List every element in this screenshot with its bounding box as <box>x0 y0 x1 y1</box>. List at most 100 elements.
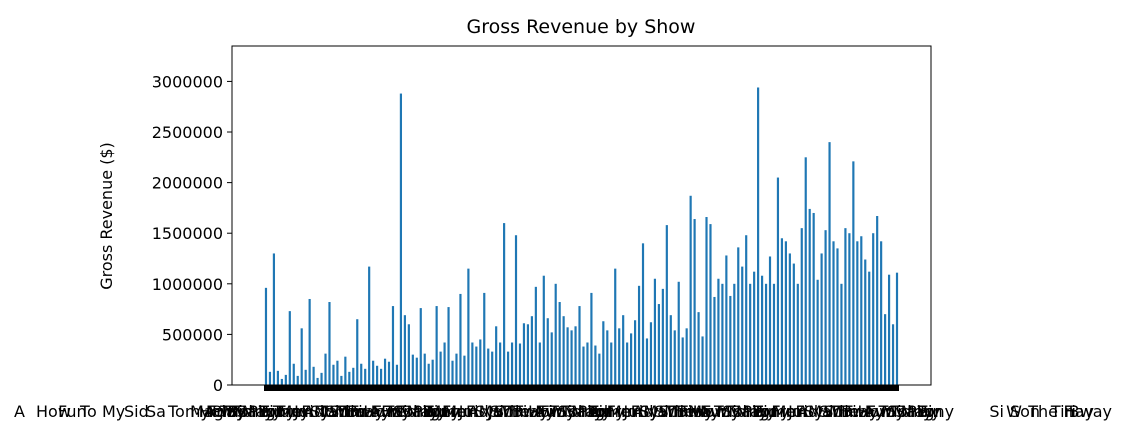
bar <box>685 328 688 385</box>
x-tick-label: W <box>495 402 511 421</box>
x-tick-label: How <box>36 402 71 421</box>
x-tick-label: Bway <box>512 402 555 421</box>
bar <box>602 321 605 385</box>
x-tick-label: Tinay <box>669 402 713 421</box>
x-baseline-ticks <box>264 385 899 391</box>
bar <box>820 253 823 385</box>
x-tick-label: Bin <box>917 402 943 421</box>
x-tick-label: The <box>1027 402 1058 421</box>
bar <box>328 302 331 385</box>
bar <box>534 286 537 385</box>
x-tick-label: A <box>699 402 710 421</box>
x-tick-label: Tomm <box>317 402 366 421</box>
x-tick-label: Tony <box>917 402 954 421</box>
x-tick-label: How <box>363 402 398 421</box>
x-tick-label: Tomm <box>752 402 801 421</box>
bar <box>860 236 863 385</box>
bar <box>610 342 613 385</box>
bar <box>554 283 557 385</box>
bar <box>542 275 545 385</box>
plot-frame <box>231 45 932 386</box>
x-tick-label: Bway <box>347 402 390 421</box>
x-tick-label: Play <box>248 402 281 421</box>
x-tick-label: The <box>334 402 365 421</box>
bar <box>598 353 601 385</box>
bar <box>717 278 720 385</box>
x-tick-label: Sy <box>475 402 495 421</box>
x-tick-label: To <box>548 402 566 421</box>
x-tick-label: W <box>1006 402 1022 421</box>
bar <box>316 377 319 385</box>
bar <box>657 304 660 385</box>
bar <box>300 328 303 385</box>
x-tick-label: Mag <box>571 402 605 421</box>
bar <box>864 259 867 385</box>
x-tick-label: Ma <box>808 402 832 421</box>
bar <box>757 87 760 386</box>
x-tick-label: Bin <box>258 402 284 421</box>
bar <box>336 360 339 385</box>
y-axis-ticks: 0 500000 1000000 1500000 2000000 2500000 30000… <box>152 72 232 395</box>
x-tick-label: How <box>528 402 563 421</box>
x-tick-label: Sy <box>639 402 659 421</box>
x-tick-label: My <box>102 402 125 421</box>
x-tick-label: Sid <box>887 402 912 421</box>
bar <box>594 345 597 385</box>
bar <box>824 230 827 385</box>
bar <box>292 363 295 385</box>
bar <box>868 271 871 385</box>
x-tick-label: Play <box>742 402 775 421</box>
x-tick-label: Tinay <box>340 402 384 421</box>
x-tick-label: Si <box>989 402 1004 421</box>
bar <box>796 283 799 385</box>
x-tick-label: Ad <box>587 402 608 421</box>
x-tick-label: The <box>499 402 530 421</box>
bar <box>673 330 676 385</box>
x-tick-label: Ma <box>314 402 338 421</box>
x-tick-label: Tomy <box>890 402 933 421</box>
y-tick-label: 500000 <box>162 325 223 344</box>
x-tick-label: Sa <box>237 402 257 421</box>
bar <box>884 314 887 385</box>
bar <box>590 292 593 385</box>
x-tick-label: W <box>824 402 840 421</box>
bar <box>614 268 617 385</box>
bar <box>483 292 486 385</box>
x-tick-label: Ma <box>643 402 667 421</box>
x-tick-label: Sy <box>310 402 330 421</box>
bar <box>344 356 347 385</box>
bar <box>296 375 299 385</box>
bar <box>721 283 724 385</box>
bar <box>578 306 581 385</box>
bar <box>745 235 748 385</box>
x-tick-label: Mag <box>242 402 276 421</box>
bar <box>812 212 815 385</box>
x-tick-label: Sa <box>401 402 421 421</box>
y-axis-label: Gross Revenue ($) <box>97 142 116 290</box>
x-tick-label: Mag <box>901 402 935 421</box>
x-tick-label: My <box>717 402 740 421</box>
bar <box>395 364 399 385</box>
bar <box>471 342 474 385</box>
bar <box>379 368 383 385</box>
x-tick-label: Si <box>819 402 834 421</box>
bar <box>872 233 875 385</box>
bar <box>701 336 704 385</box>
bar <box>356 319 359 385</box>
bar <box>586 342 589 385</box>
bar <box>749 283 752 385</box>
bar <box>435 306 438 385</box>
x-tick-label: Tomm <box>423 402 472 421</box>
bar <box>288 311 291 385</box>
bar <box>713 296 716 385</box>
x-tick-label: Ju <box>487 402 503 421</box>
x-tick-label: Ju <box>458 402 474 421</box>
bar <box>451 360 454 385</box>
bar <box>800 228 803 385</box>
x-tick-label: Son <box>823 402 853 421</box>
bar <box>264 287 268 385</box>
bar <box>788 253 791 385</box>
bar <box>677 281 680 385</box>
